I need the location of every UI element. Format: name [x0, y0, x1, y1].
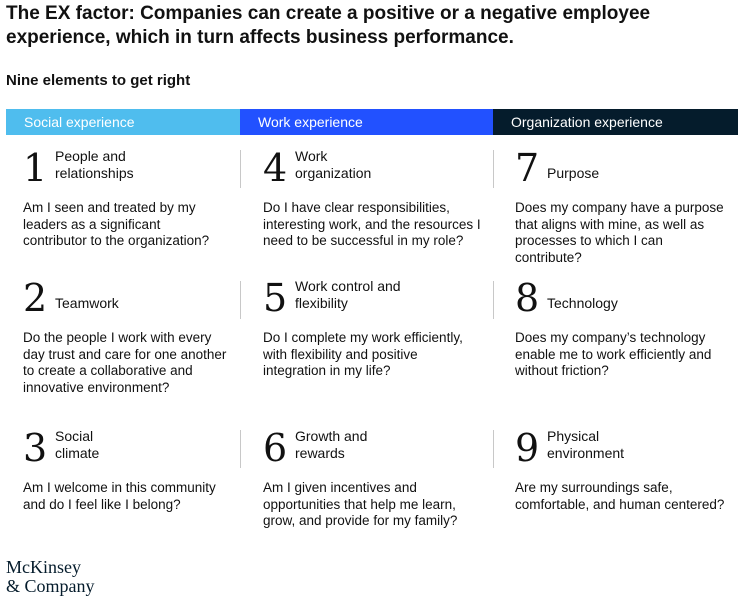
subtitle: Nine elements to get right — [6, 72, 191, 89]
element-number: 2 — [23, 276, 48, 320]
divider — [240, 281, 241, 319]
element-label: Purpose — [547, 165, 600, 181]
element-number: 8 — [515, 276, 540, 320]
header-work-experience: Work experience — [240, 109, 493, 135]
divider — [493, 430, 494, 468]
mckinsey-logo: McKinsey & Company — [6, 558, 95, 596]
page-title: The EX factor: Companies can create a po… — [6, 3, 651, 48]
element-number: 9 — [515, 426, 540, 470]
element-number: 7 — [515, 146, 540, 190]
element-number: 4 — [263, 146, 288, 190]
element-question: Am I seen and treated by my leaders as a… — [23, 200, 210, 248]
logo-line-1: McKinsey — [6, 557, 81, 577]
element-label: Work control and flexibility — [295, 278, 401, 311]
element-question: Do the people I work with every day trus… — [23, 330, 227, 395]
element-label: Physical environment — [547, 428, 625, 461]
header-organization-experience: Organization experience — [493, 109, 738, 135]
divider — [493, 150, 494, 188]
element-label: Growth and rewards — [295, 428, 368, 461]
divider — [240, 150, 241, 188]
element-question: Do I have clear responsibilities, intere… — [263, 200, 481, 248]
element-question: Am I given incentives and opportunities … — [263, 480, 458, 528]
element-label: Technology — [547, 295, 618, 311]
element-label: Teamwork — [55, 295, 119, 311]
element-label: Work organization — [295, 148, 372, 181]
element-label: Social climate — [55, 428, 100, 461]
element-question: Does my company’s technology enable me t… — [515, 330, 712, 378]
element-number: 6 — [263, 426, 288, 470]
element-question: Do I complete my work efficiently, with … — [263, 330, 463, 378]
element-question: Are my surroundings safe, comfortable, a… — [515, 480, 725, 512]
header-social-experience: Social experience — [6, 109, 240, 135]
element-question: Does my company have a purpose that alig… — [515, 200, 724, 265]
logo-line-2: & Company — [6, 576, 95, 596]
divider — [240, 430, 241, 468]
element-label: People and relationships — [55, 148, 134, 181]
divider — [493, 281, 494, 319]
element-number: 1 — [23, 146, 48, 190]
element-number: 3 — [23, 426, 48, 470]
element-number: 5 — [263, 276, 288, 320]
element-question: Am I welcome in this community and do I … — [23, 480, 216, 512]
